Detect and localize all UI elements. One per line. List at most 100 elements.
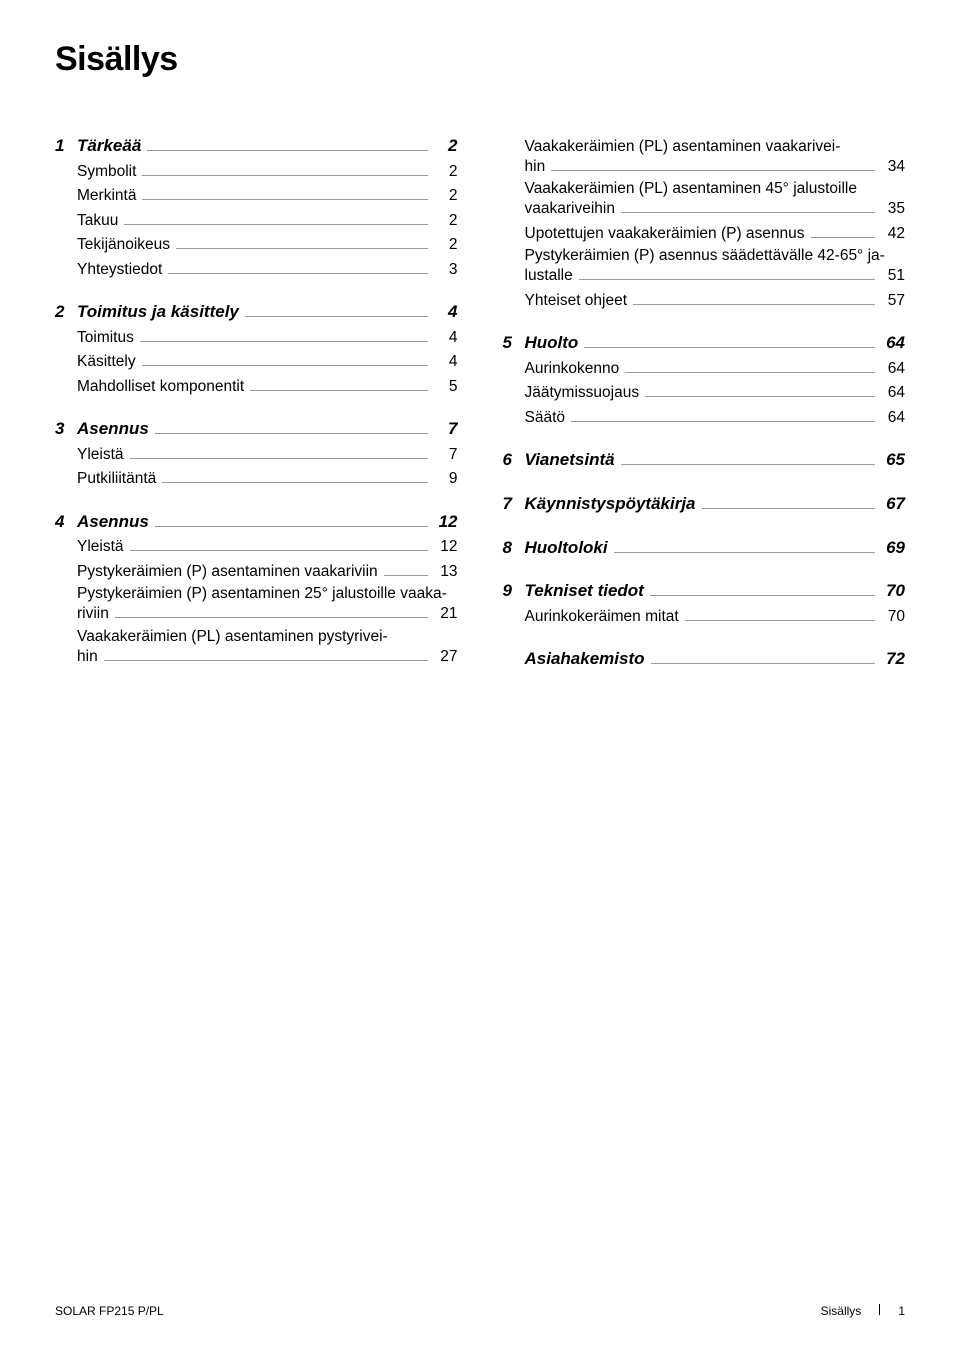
toc-sub-row: Pystykeräimien (P) asentaminen 25° jalus… xyxy=(55,585,458,603)
toc-sub-row: Säätö64 xyxy=(503,407,906,429)
toc-page-number: 2 xyxy=(434,185,458,207)
toc-leader xyxy=(176,240,427,249)
toc-sub-row: Symbolit2 xyxy=(55,161,458,183)
toc-sub-label: Pystykeräimien (P) asentaminen vaakarivi… xyxy=(77,561,378,583)
toc-leader xyxy=(130,449,428,458)
toc-page-number: 64 xyxy=(881,407,905,429)
toc-leader xyxy=(384,566,428,575)
toc-page-number: 13 xyxy=(434,561,458,583)
toc-section-label: Huolto xyxy=(525,331,579,356)
toc-leader xyxy=(142,357,428,366)
footer-left: SOLAR FP215 P/PL xyxy=(55,1304,164,1318)
toc-sub-row: Jäätymissuojaus64 xyxy=(503,382,906,404)
toc-sub-label: Yleistä xyxy=(77,444,124,466)
toc-leader xyxy=(551,162,875,171)
toc-sub-label: vaakariveihin xyxy=(525,198,615,220)
toc-leader xyxy=(584,338,875,348)
toc-section-row: 3Asennus7 xyxy=(55,417,458,442)
toc-leader xyxy=(155,424,428,434)
toc-page-number: 7 xyxy=(434,417,458,442)
toc-sub-row: Aurinkokenno 64 xyxy=(503,358,906,380)
toc-page-number: 7 xyxy=(434,444,458,466)
toc-sub-row-continuation: lustalle 51 xyxy=(503,265,906,287)
toc-section-label: Toimitus ja käsittely xyxy=(77,300,239,325)
toc-section-label: Käynnistyspöytäkirja xyxy=(525,492,696,517)
toc-page-number: 65 xyxy=(881,448,905,473)
toc-page-number: 12 xyxy=(434,536,458,558)
toc-section-number: 4 xyxy=(55,510,77,535)
toc-section-row: 4Asennus12 xyxy=(55,510,458,535)
toc-right-column: Vaakakeräimien (PL) asentaminen vaakariv… xyxy=(503,134,906,674)
toc-leader xyxy=(130,542,428,551)
toc-leader xyxy=(685,612,875,621)
page-title: Sisällys xyxy=(55,40,905,79)
toc-sub-row: Yleistä 7 xyxy=(55,444,458,466)
footer-section-label: Sisällys xyxy=(821,1304,862,1318)
toc-sub-row-continuation: riviin 21 xyxy=(55,603,458,625)
toc-section-label: Tärkeää xyxy=(77,134,141,159)
toc-section-label: Tekniset tiedot xyxy=(525,579,644,604)
toc-leader xyxy=(633,296,875,305)
toc-sub-label: Tekijänoikeus xyxy=(77,234,170,256)
toc-leader xyxy=(614,542,875,552)
toc-section-number: 7 xyxy=(503,492,525,517)
toc-sub-label: Merkintä xyxy=(77,185,136,207)
toc-leader xyxy=(651,654,876,664)
toc-page-number: 64 xyxy=(881,358,905,380)
toc-section-row: 8Huoltoloki69 xyxy=(503,536,906,561)
toc-leader xyxy=(104,651,428,660)
toc-leader xyxy=(162,474,427,483)
toc-sub-row: Merkintä 2 xyxy=(55,185,458,207)
toc-page-number: 51 xyxy=(881,265,905,287)
toc-page-number: 9 xyxy=(434,468,458,490)
toc-leader xyxy=(625,364,875,373)
toc-sub-row: Pystykeräimien (P) asentaminen vaakarivi… xyxy=(55,561,458,583)
toc-section-row: 2Toimitus ja käsittely4 xyxy=(55,300,458,325)
toc-section-row: 7Käynnistyspöytäkirja67 xyxy=(503,492,906,517)
toc-page-number: 4 xyxy=(434,300,458,325)
toc-leader xyxy=(155,516,428,526)
footer-separator xyxy=(879,1304,880,1315)
toc-page-number: 4 xyxy=(434,351,458,373)
toc-leader xyxy=(142,166,427,175)
toc-page-number: 2 xyxy=(434,210,458,232)
footer-page-number: 1 xyxy=(898,1304,905,1318)
toc-page-number: 72 xyxy=(881,647,905,672)
toc-sub-label: lustalle xyxy=(525,265,573,287)
toc-page-number: 2 xyxy=(434,234,458,256)
toc-section-row: Asiahakemisto72 xyxy=(503,647,906,672)
toc-sub-row: Toimitus4 xyxy=(55,327,458,349)
toc-sub-label: Upotettujen vaakakeräimien (P) asennus xyxy=(525,223,805,245)
toc-page-number: 4 xyxy=(434,327,458,349)
toc-page-number: 5 xyxy=(434,376,458,398)
toc-sub-label: Jäätymissuojaus xyxy=(525,382,640,404)
toc-sub-label: Mahdolliset komponentit xyxy=(77,376,244,398)
toc-page-number: 2 xyxy=(434,161,458,183)
toc-page-number: 34 xyxy=(881,156,905,178)
toc-sub-label: riviin xyxy=(77,603,109,625)
toc-sub-label: Yhteystiedot xyxy=(77,259,162,281)
toc-sub-row: Aurinkokeräimen mitat70 xyxy=(503,606,906,628)
toc-leader xyxy=(621,204,875,213)
toc-section-number: 3 xyxy=(55,417,77,442)
toc-section-number: 6 xyxy=(503,448,525,473)
toc-leader xyxy=(140,332,428,341)
toc-leader xyxy=(650,586,875,596)
toc-leader xyxy=(250,381,427,390)
toc-section-row: 6Vianetsintä65 xyxy=(503,448,906,473)
toc-section-row: 5Huolto64 xyxy=(503,331,906,356)
toc-sub-row: Yhteiset ohjeet57 xyxy=(503,290,906,312)
toc-sub-row: Vaakakeräimien (PL) asentaminen vaakariv… xyxy=(503,138,906,156)
toc-sub-label: Takuu xyxy=(77,210,118,232)
toc-sub-row: Yleistä12 xyxy=(55,536,458,558)
toc-page-number: 21 xyxy=(434,603,458,625)
toc-page-number: 57 xyxy=(881,290,905,312)
toc-leader xyxy=(811,229,875,238)
toc-sub-label: Putkiliitäntä xyxy=(77,468,156,490)
toc-leader xyxy=(702,499,875,509)
toc-page-number: 70 xyxy=(881,579,905,604)
toc-sub-label: Aurinkokenno xyxy=(525,358,620,380)
toc-sub-row-continuation: hin27 xyxy=(55,646,458,668)
toc-sub-row: Vaakakeräimien (PL) asentaminen pystyriv… xyxy=(55,628,458,646)
toc-columns: 1Tärkeää2Symbolit2Merkintä2Takuu2Tekijän… xyxy=(55,134,905,674)
